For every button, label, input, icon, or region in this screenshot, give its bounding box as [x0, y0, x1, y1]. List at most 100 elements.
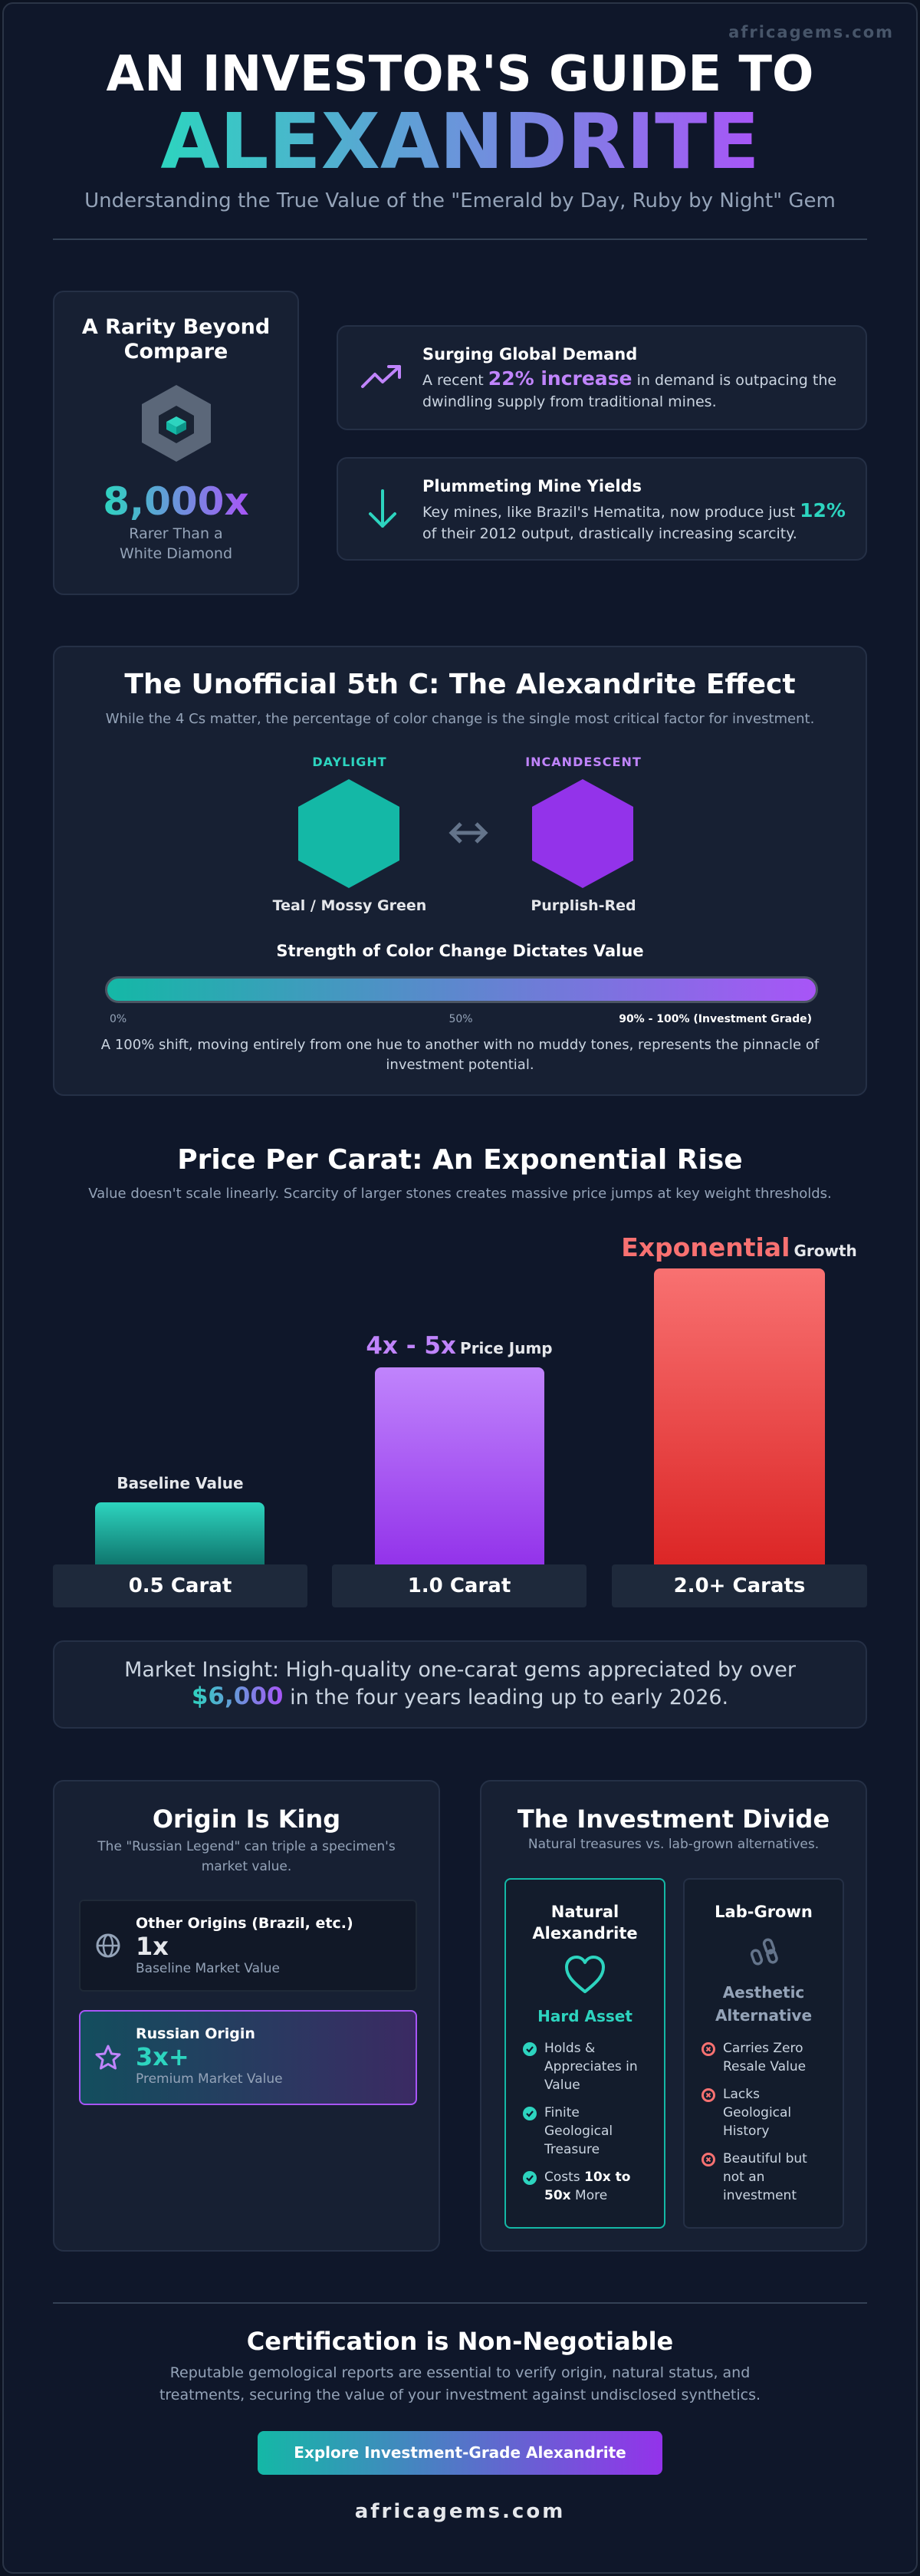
origin-caption: Baseline Market Value [136, 1961, 281, 1976]
title-line1: AN INVESTOR'S GUIDE TO [106, 46, 814, 103]
trend-card: Surging Global Demand A recent 22% incre… [337, 325, 867, 430]
divide-title: The Investment Divide [517, 1805, 830, 1834]
trend-text: A recent [422, 372, 484, 389]
divide-subtitle: Natural treasures vs. lab-grown alternat… [527, 1837, 820, 1852]
trend-highlight: 12% [800, 499, 846, 521]
point-text: Lacks Geological History [723, 2087, 792, 2139]
divide-card: The Investment Divide Natural treasures … [480, 1780, 867, 2252]
box-tag: Hard Asset [537, 2007, 632, 2025]
point-text: Costs [544, 2170, 580, 2185]
scale-tick: 50% [449, 1013, 473, 1025]
tier-highlight: 4x - 5x [366, 1332, 456, 1360]
trend-text: Key mines, like Brazil's Hematita, now p… [422, 504, 796, 521]
state-label: DAYLIGHT [312, 755, 387, 769]
tier-label: Baseline Value [117, 1474, 244, 1492]
tier-label: Price Jump [460, 1339, 553, 1357]
price-title: Price Per Carat: An Exponential Rise [177, 1144, 743, 1176]
point: Beautiful but not an investment [702, 2150, 826, 2205]
carat-label: 0.5 Carat [53, 1564, 307, 1607]
price-bar [95, 1502, 264, 1564]
insight-highlight: $6,000 [191, 1683, 284, 1710]
insight-card: Market Insight: High-quality one-carat g… [53, 1640, 867, 1729]
divider [53, 2302, 867, 2304]
price-subtitle: Value doesn't scale linearly. Scarcity o… [88, 1186, 832, 1202]
tier-label: Growth [794, 1242, 857, 1260]
globe-icon [96, 1933, 120, 1958]
star-icon [95, 2045, 121, 2070]
brand: africagems.com [728, 23, 894, 41]
state-color: Teal / Mossy Green [272, 897, 427, 914]
point: Carries Zero Resale Value [702, 2039, 826, 2076]
origin-multiplier: 3x+ [136, 2042, 189, 2071]
origin-subtitle: The "Russian Legend" can triple a specim… [97, 1839, 396, 1874]
effect-card: The Unofficial 5th C: The Alexandrite Ef… [53, 646, 867, 1096]
lab-box: Lab-Grown Aesthetic Alternative Carries … [683, 1878, 844, 2229]
rarity-caption: Rarer Than a White Diamond [119, 525, 233, 562]
origin-title: Origin Is King [152, 1805, 341, 1834]
trend-up-icon [361, 365, 401, 388]
point-text: More [575, 2188, 608, 2203]
x-icon [702, 2153, 715, 2166]
price-bar [654, 1268, 825, 1564]
carat-label: 1.0 Carat [332, 1564, 586, 1607]
box-title: Natural Alexandrite [532, 1903, 638, 1943]
box-tag: Aesthetic Alternative [715, 1983, 813, 2025]
rarity-card: A Rarity Beyond Compare 8,000x Rarer Tha… [53, 291, 299, 595]
divider [53, 239, 867, 240]
gem-icon [141, 385, 211, 462]
origin-name: Russian Origin [136, 2025, 255, 2042]
scale-tick: 90% - 100% (Investment Grade) [619, 1013, 812, 1025]
trend-highlight: 22% increase [488, 367, 632, 390]
effect-note: A 100% shift, moving entirely from one h… [100, 1037, 820, 1073]
point: Lacks Geological History [702, 2085, 826, 2140]
point-text: Beautiful but not an investment [723, 2151, 807, 2203]
insight-text: in the four years leading up to early 20… [290, 1686, 729, 1709]
price-bar [375, 1367, 544, 1564]
point: Finite Geological Treasure [523, 2104, 647, 2159]
scale-title: Strength of Color Change Dictates Value [276, 942, 644, 960]
insight-text: Market Insight: High-quality one-carat g… [124, 1658, 796, 1682]
check-icon [523, 2042, 537, 2056]
check-icon [523, 2107, 537, 2120]
cta-button[interactable]: Explore Investment-Grade Alexandrite [258, 2431, 662, 2475]
carat-label: 2.0+ Carats [612, 1564, 867, 1607]
cert-title: Certification is Non-Negotiable [246, 2327, 674, 2356]
scale-bar [105, 976, 818, 1003]
footer-brand: africagems.com [354, 2500, 566, 2523]
trend-card: Plummeting Mine Yields Key mines, like B… [337, 457, 867, 561]
title-line2: ALEXANDRITE [160, 97, 760, 186]
tier-highlight: Exponential [621, 1232, 790, 1262]
rarity-title: A Rarity Beyond Compare [81, 315, 271, 364]
state-label: INCANDESCENT [525, 755, 642, 769]
cert-text: Reputable gemological reports are essent… [159, 2364, 761, 2403]
trend-text: in demand is outpacing the dwindling sup… [422, 372, 837, 410]
effect-subtitle: While the 4 Cs matter, the percentage of… [105, 711, 815, 727]
origin-card: Origin Is King The "Russian Legend" can … [53, 1780, 440, 2252]
link-icon [750, 1938, 778, 1966]
point-text: Holds & Appreciates in Value [544, 2041, 638, 2093]
point: Costs 10x to 50x More [523, 2168, 647, 2205]
incandescent-hex [532, 779, 633, 888]
natural-box: Natural Alexandrite Hard Asset Holds & A… [504, 1878, 665, 2229]
rarity-stat: 8,000x [103, 479, 249, 524]
trend-text: of their 2012 output, drastically increa… [422, 525, 797, 542]
box-title: Lab-Grown [715, 1903, 813, 1921]
origin-item: Russian Origin 3x+ Premium Market Value [79, 2010, 417, 2105]
origin-item: Other Origins (Brazil, etc.) 1x Baseline… [79, 1900, 417, 1992]
trend-title: Surging Global Demand [422, 345, 638, 364]
swap-arrow [449, 822, 488, 844]
check-icon [523, 2171, 537, 2185]
state-color: Purplish-Red [531, 897, 636, 914]
x-icon [702, 2088, 715, 2102]
heart-icon [565, 1956, 605, 1993]
subtitle: Understanding the True Value of the "Eme… [84, 189, 836, 212]
point-text: Finite Geological Treasure [544, 2105, 613, 2157]
daylight-hex [298, 779, 399, 888]
point-bold: 10x to 50x [544, 2170, 631, 2203]
origin-caption: Premium Market Value [136, 2071, 283, 2087]
trend-down-icon [369, 489, 396, 528]
x-icon [702, 2042, 715, 2056]
trend-title: Plummeting Mine Yields [422, 477, 642, 495]
effect-title: The Unofficial 5th C: The Alexandrite Ef… [124, 669, 796, 700]
